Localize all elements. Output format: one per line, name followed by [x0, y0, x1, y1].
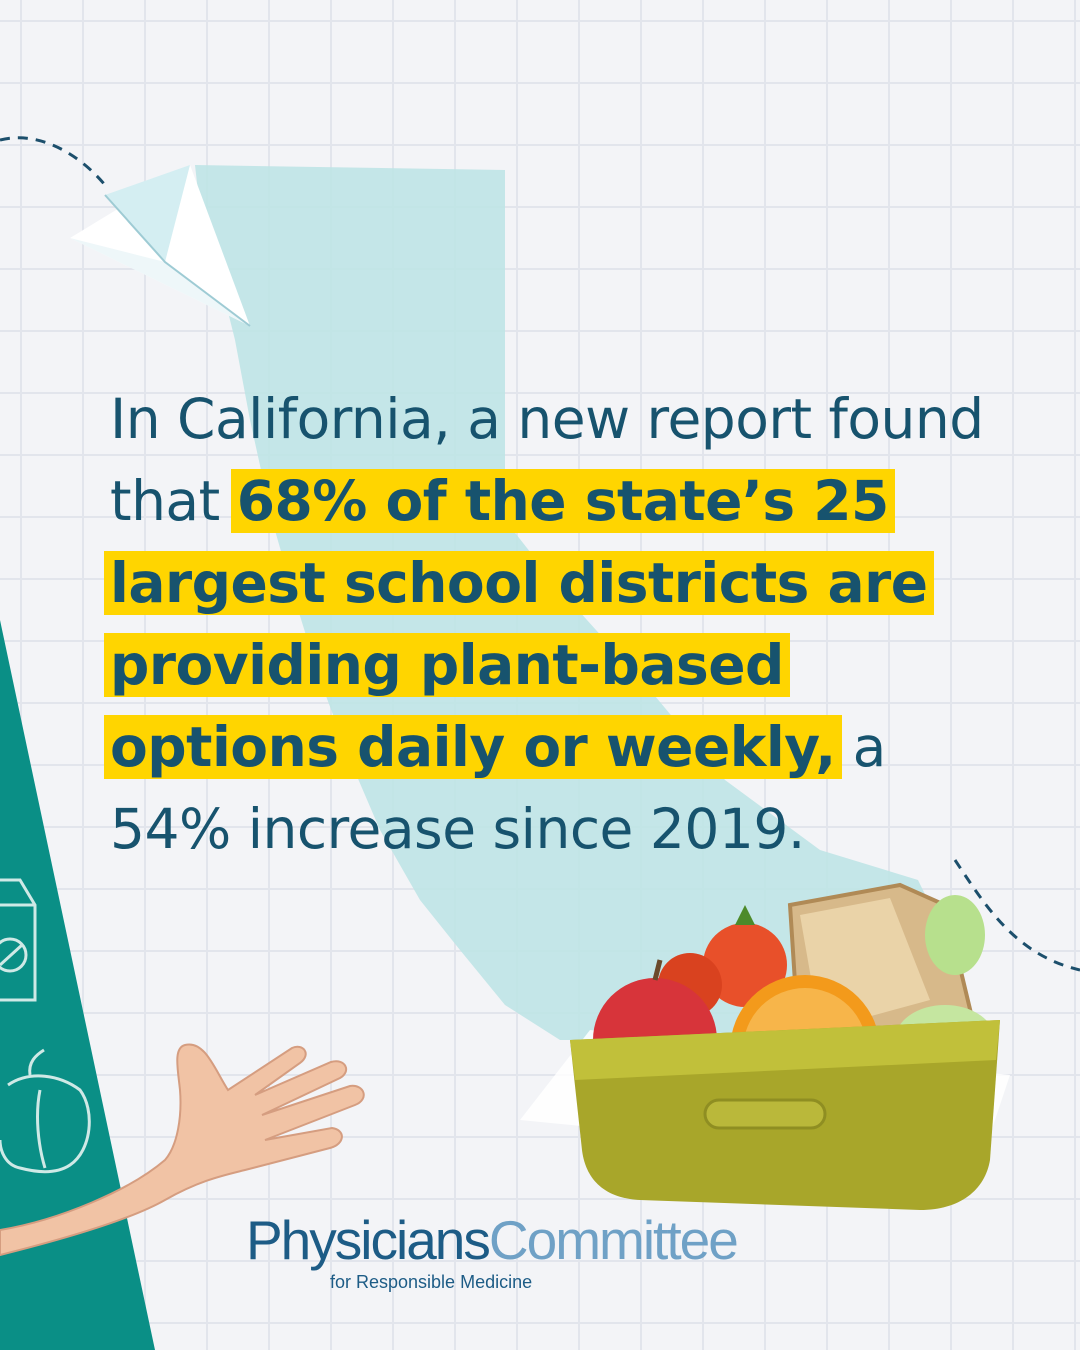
- lunchbox-illustration: [520, 882, 1010, 1210]
- paper-plane-icon: [70, 165, 251, 327]
- dashed-flight-path-right: [953, 859, 1080, 972]
- california-map-shape: [195, 165, 955, 1080]
- milk-carton-icon: [0, 878, 37, 1002]
- headline-text: In California, a new report found that 6…: [104, 378, 1010, 870]
- bell-pepper-icon: [0, 1048, 91, 1174]
- logo-wordmark: PhysiciansCommittee: [246, 1209, 739, 1271]
- logo-word-committee: Committee: [488, 1209, 739, 1271]
- dashed-flight-path: [0, 136, 107, 186]
- teal-band: [0, 620, 155, 1350]
- headline-intro: In California, a new report found that: [110, 387, 984, 533]
- logo-word-physicians: Physicians: [246, 1209, 491, 1271]
- logo-tagline: for Responsible Medicine: [330, 1272, 533, 1292]
- physicians-committee-logo: PhysiciansCommittee for Responsible Medi…: [246, 1209, 739, 1292]
- hand-illustration: [0, 1043, 365, 1257]
- headline-outro: a 54% increase since 2019.: [110, 715, 886, 861]
